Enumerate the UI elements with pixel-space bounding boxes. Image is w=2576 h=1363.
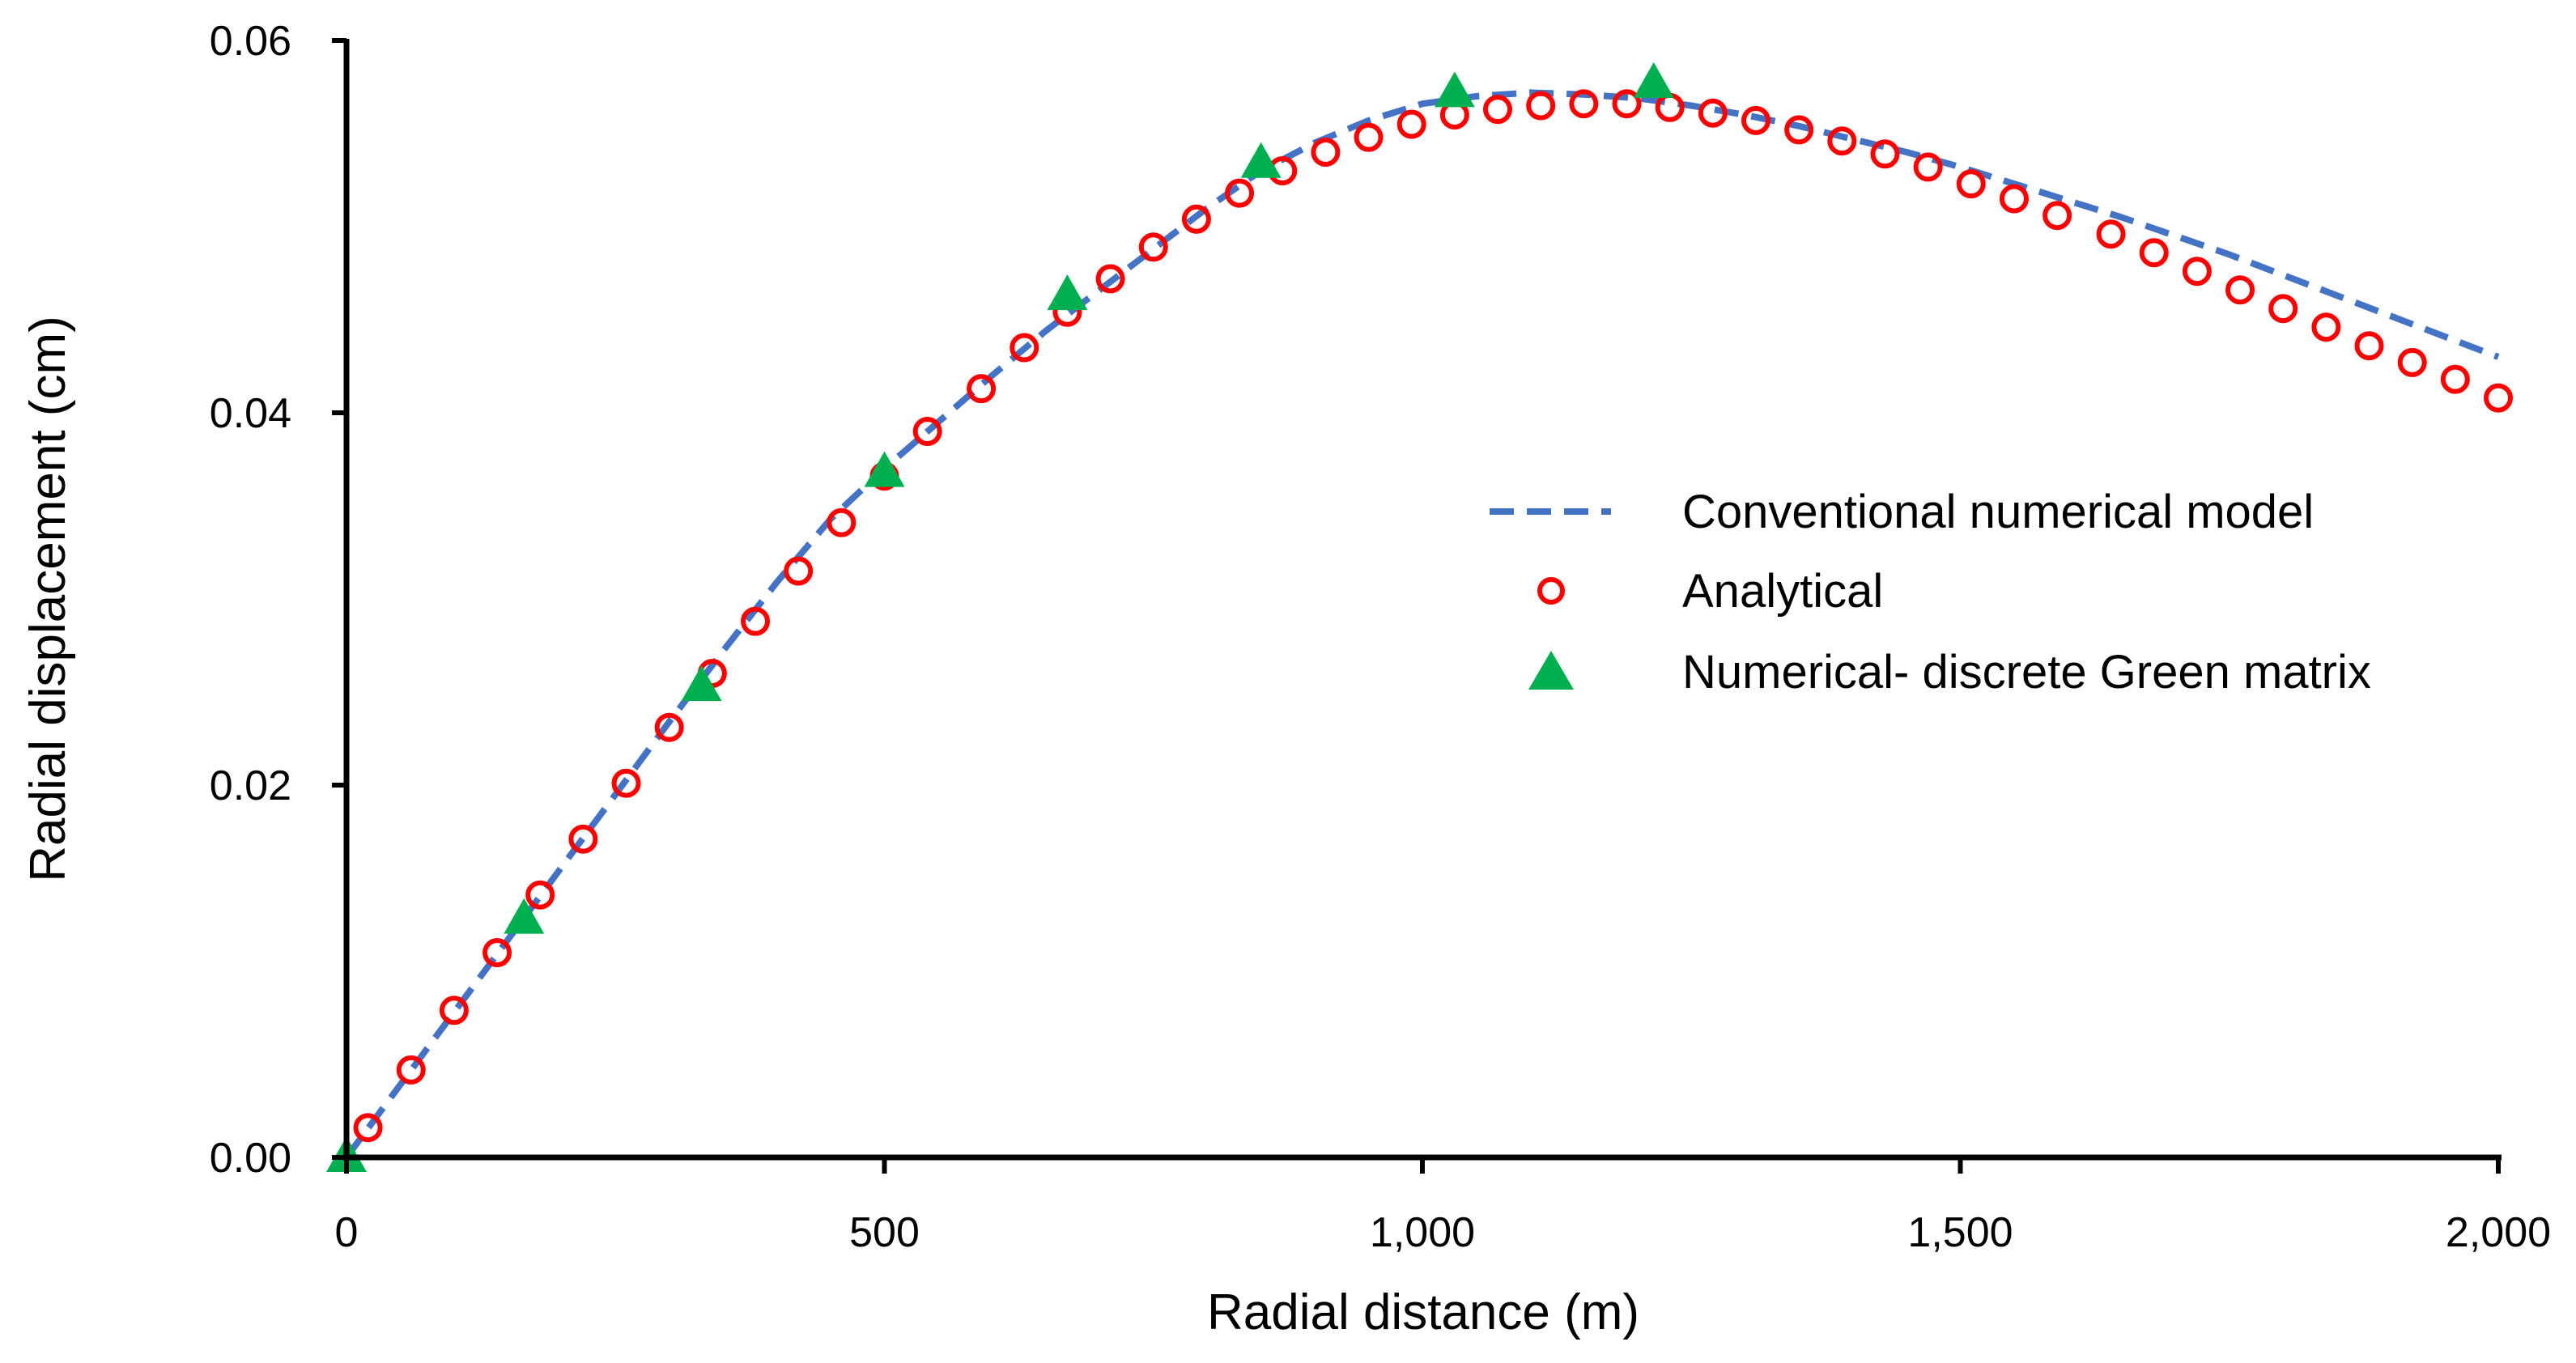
analytical-point (1999, 184, 2029, 214)
legend-label-conventional: Conventional numerical model (1682, 486, 2314, 538)
axes (343, 39, 2502, 1161)
analytical-point (1913, 152, 1943, 182)
analytical-point (741, 606, 771, 636)
analytical-point (396, 1055, 426, 1085)
analytical-point (2139, 238, 2169, 268)
analytical-point (1784, 115, 1814, 145)
y-tick-label: 0.00 (210, 1135, 291, 1182)
analytical-point (2484, 383, 2513, 413)
x-tick-label: 1,500 (1907, 1209, 2013, 1256)
analytical-point (568, 824, 598, 854)
legend-marker-green-matrix (1528, 651, 1574, 690)
analytical-point (1010, 333, 1039, 363)
analytical-point (2440, 364, 2470, 394)
analytical-point (2096, 219, 2126, 249)
analytical-point (784, 556, 814, 586)
analytical-point (2397, 347, 2427, 377)
analytical-point (1483, 95, 1513, 125)
y-axis-title: Radial displacement (cm) (20, 316, 76, 881)
green-matrix-point (1240, 142, 1282, 178)
legend: Conventional numerical model Analytical … (1490, 486, 2371, 698)
analytical-point (2311, 312, 2341, 342)
analytical-point (1655, 92, 1685, 122)
analytical-point (2043, 201, 2072, 231)
analytical-point (525, 880, 555, 910)
analytical-point (482, 938, 512, 967)
analytical-point (1956, 169, 1986, 199)
legend-label-analytical: Analytical (1682, 565, 1883, 618)
analytical-point (1095, 264, 1125, 294)
analytical-point (2268, 294, 2298, 324)
green-matrix-point (681, 665, 722, 702)
analytical-point (2354, 331, 2384, 361)
analytical-point (654, 712, 684, 742)
analytical-point (827, 507, 857, 537)
analytical-point (2225, 275, 2255, 305)
analytical-point (1396, 109, 1426, 139)
x-tick-label: 500 (849, 1209, 920, 1256)
green-matrix-point (1434, 71, 1475, 108)
legend-marker-analytical (1537, 577, 1565, 605)
green-matrix-point (1633, 62, 1674, 98)
legend-label-green-matrix: Numerical- discrete Green matrix (1682, 646, 2371, 698)
analytical-point (1354, 122, 1384, 152)
x-tick-label: 1,000 (1370, 1209, 1475, 1256)
green-matrix-point (1047, 274, 1088, 311)
analytical-point (353, 1113, 383, 1143)
y-tick-label: 0.02 (210, 762, 291, 809)
analytical-point (1138, 232, 1168, 262)
analytical-point (1612, 89, 1642, 119)
analytical-point (439, 996, 469, 1025)
analytical-point (967, 374, 997, 404)
analytical-point (912, 417, 942, 446)
analytical-point (1698, 98, 1728, 128)
analytical-point (2182, 257, 2212, 287)
analytical-point (1526, 91, 1556, 121)
analytical-point (1569, 89, 1599, 119)
analytical-point (1311, 138, 1341, 167)
x-axis-title: Radial distance (m) (1207, 1284, 1639, 1340)
y-tick-label: 0.06 (210, 18, 291, 65)
analytical-point (1181, 204, 1211, 234)
plot-area (326, 62, 2513, 1172)
analytical-point (1870, 139, 1900, 169)
green-matrix-point (864, 451, 905, 487)
analytical-point (611, 768, 641, 798)
analytical-point (1225, 178, 1255, 208)
green-matrix-point (504, 898, 545, 934)
y-tick-label: 0.04 (210, 390, 291, 437)
series-line-conventional-numerical-model (343, 89, 2500, 1160)
analytical-point (1827, 126, 1857, 156)
ticks: 0.00 0.02 0.04 0.06 0 500 1,000 1,500 2,000 (210, 18, 2551, 1256)
x-tick-label: 2,000 (2446, 1209, 2551, 1256)
x-tick-label: 0 (335, 1209, 359, 1256)
analytical-point (1741, 105, 1770, 135)
